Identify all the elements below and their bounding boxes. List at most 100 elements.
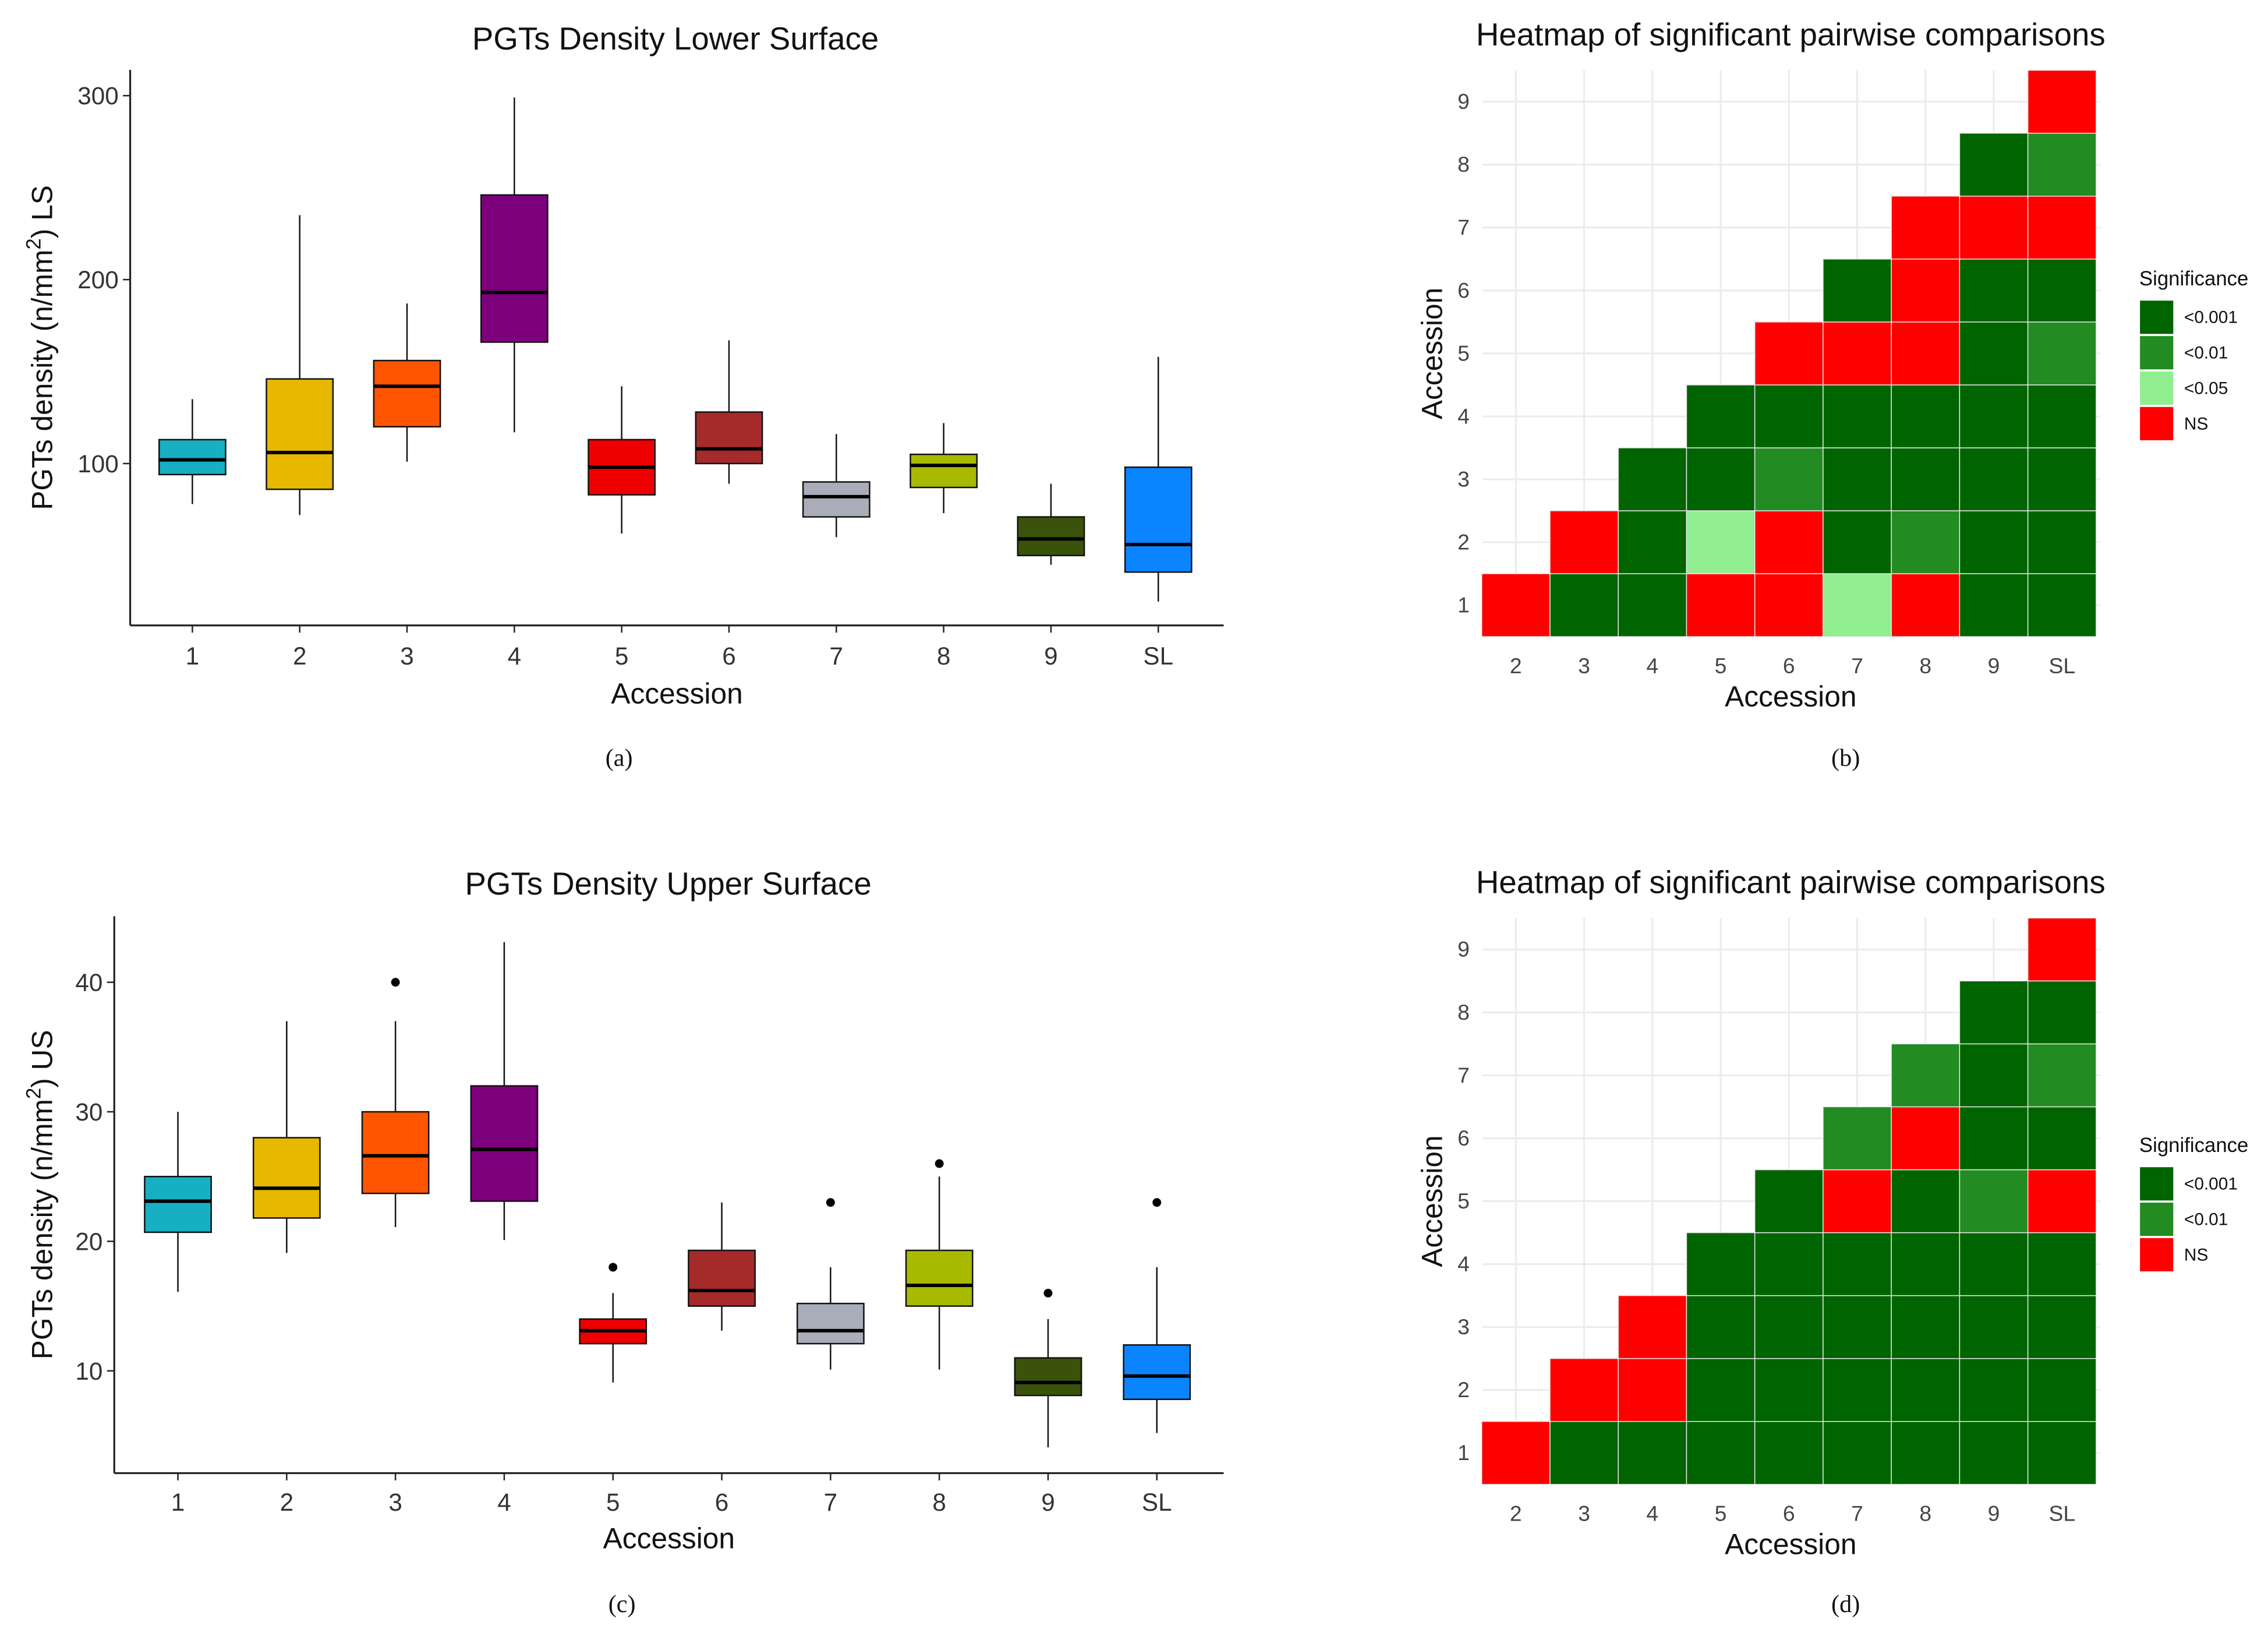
heatmap-cell (1891, 384, 1961, 448)
heatmap-cell (1754, 321, 1824, 386)
heatmap-cell (1549, 510, 1619, 574)
y-axis-title-superscript: 2 (23, 238, 45, 249)
y-axis-title: Accession (1416, 288, 1449, 419)
chart-title: Heatmap of significant pairwise comparis… (1476, 864, 2106, 900)
heatmap-panel-d: Heatmap of significant pairwise comparis… (1416, 864, 2249, 1618)
box (802, 481, 871, 518)
x-tick-label: 6 (1783, 1501, 1795, 1526)
box (905, 1249, 974, 1307)
legend: Significance <0.001 <0.01 NS (2138, 1134, 2248, 1273)
heatmap-cell (1618, 573, 1687, 637)
heatmap-cell (1959, 384, 2029, 448)
panel-label: (b) (1831, 744, 1860, 772)
x-tick-label: 6 (1783, 653, 1795, 678)
heatmap-cell (1891, 1169, 1961, 1233)
x-tick-label: 3 (1578, 1501, 1590, 1526)
heatmap-cell (2027, 917, 2097, 982)
heatmap-cell (1754, 1295, 1824, 1359)
heatmap-cell (1959, 132, 2029, 197)
outlier-point (1043, 1288, 1053, 1298)
x-axis-title: Accession (611, 677, 742, 710)
heatmap-cell (1891, 1232, 1961, 1296)
y-tick-label: 3 (1457, 466, 1470, 491)
y-tick-label: 9 (1457, 937, 1470, 962)
y-tick-label: 5 (1457, 1189, 1470, 1213)
heatmap-cell (1959, 1358, 2029, 1422)
heatmap-cell (2027, 1295, 2097, 1359)
heatmap-cell (1686, 573, 1756, 637)
heatmap-cell (1754, 1421, 1824, 1485)
heatmap-cell (1481, 1421, 1551, 1485)
panel-label: (a) (606, 744, 633, 772)
legend-swatch (2138, 370, 2175, 407)
x-tick-label: 7 (1851, 653, 1863, 678)
legend-title: Significance (2139, 1134, 2248, 1157)
y-tick-label: 4 (1457, 404, 1470, 428)
x-tick-label: 6 (722, 642, 735, 670)
x-tick-label: 7 (830, 642, 843, 670)
x-tick-label: 7 (1851, 1501, 1863, 1526)
x-tick-label: 3 (388, 1489, 402, 1516)
heatmap-cell (1754, 510, 1824, 574)
heatmap-cell (1823, 1106, 1892, 1171)
panel-label: (c) (608, 1590, 636, 1618)
box (361, 1111, 430, 1194)
outlier-point (935, 1159, 944, 1168)
panel-label: (d) (1831, 1590, 1860, 1618)
legend-label: <0.01 (2184, 1210, 2228, 1229)
x-tick-label: SL (2048, 653, 2075, 678)
box (266, 378, 334, 490)
heatmap-cell (1959, 259, 2029, 323)
legend-label: <0.001 (2184, 308, 2238, 327)
box (1014, 1357, 1082, 1397)
box (1123, 1344, 1191, 1401)
heatmap-cell (2027, 321, 2097, 386)
heatmap-cell (1823, 1169, 1892, 1233)
outlier-point (1152, 1198, 1162, 1207)
heatmap-cell (2027, 447, 2097, 511)
y-tick-label: 6 (1457, 1126, 1470, 1150)
x-tick-label: 8 (1919, 653, 1931, 678)
x-tick-label: 2 (280, 1489, 293, 1516)
heatmap-cell (1823, 384, 1892, 448)
x-tick-label: 9 (1988, 1501, 2000, 1526)
x-axis-title: Accession (1725, 680, 1856, 713)
heatmap-cell (1618, 447, 1687, 511)
x-tick-label: 2 (1510, 1501, 1522, 1526)
box (1017, 516, 1085, 557)
heatmap-cell (1891, 573, 1961, 637)
legend-swatch (2138, 1236, 2175, 1273)
heatmap-cell (1891, 510, 1961, 574)
legend-swatch (2138, 334, 2175, 371)
x-tick-label: 8 (937, 642, 950, 670)
heatmap-cell (1891, 259, 1961, 323)
y-tick-label: 7 (1457, 215, 1470, 239)
legend-label: NS (2184, 414, 2208, 433)
heatmap-cell (1481, 573, 1551, 637)
boxplot-panel-c: PGTs Density Upper Surface 10 20 30 40 1 2 3 4 5 6… (23, 866, 1224, 1618)
heatmap-cell (1686, 1358, 1756, 1422)
heatmap-cell (1959, 573, 2029, 637)
heatmap-cell (1618, 1421, 1687, 1485)
heatmap-panel-b: Heatmap of significant pairwise comparis… (1416, 17, 2249, 772)
box (144, 1175, 212, 1233)
y-axis-title-superscript: 2 (23, 1088, 45, 1099)
heatmap-cell (1959, 1169, 2029, 1233)
x-tick-label: SL (1142, 1489, 1172, 1516)
x-axis-title: Accession (1725, 1528, 1856, 1561)
y-tick-label: 1 (1457, 1440, 1470, 1465)
heatmap-cell (1686, 1232, 1756, 1296)
heatmap-cell (2027, 1043, 2097, 1108)
heatmap-cell (1823, 321, 1892, 386)
heatmap-cell (1754, 1169, 1824, 1233)
chart-title: Heatmap of significant pairwise comparis… (1476, 17, 2106, 52)
x-tick-label: 3 (400, 642, 413, 670)
heatmap-cell (1618, 510, 1687, 574)
heatmap-cell (2027, 1358, 2097, 1422)
x-axis-title: Accession (603, 1522, 735, 1555)
x-tick-label: 5 (606, 1489, 620, 1516)
y-tick-label: 2 (1457, 529, 1470, 554)
y-tick-label: 1 (1457, 593, 1470, 617)
x-tick-label: 6 (715, 1489, 728, 1516)
